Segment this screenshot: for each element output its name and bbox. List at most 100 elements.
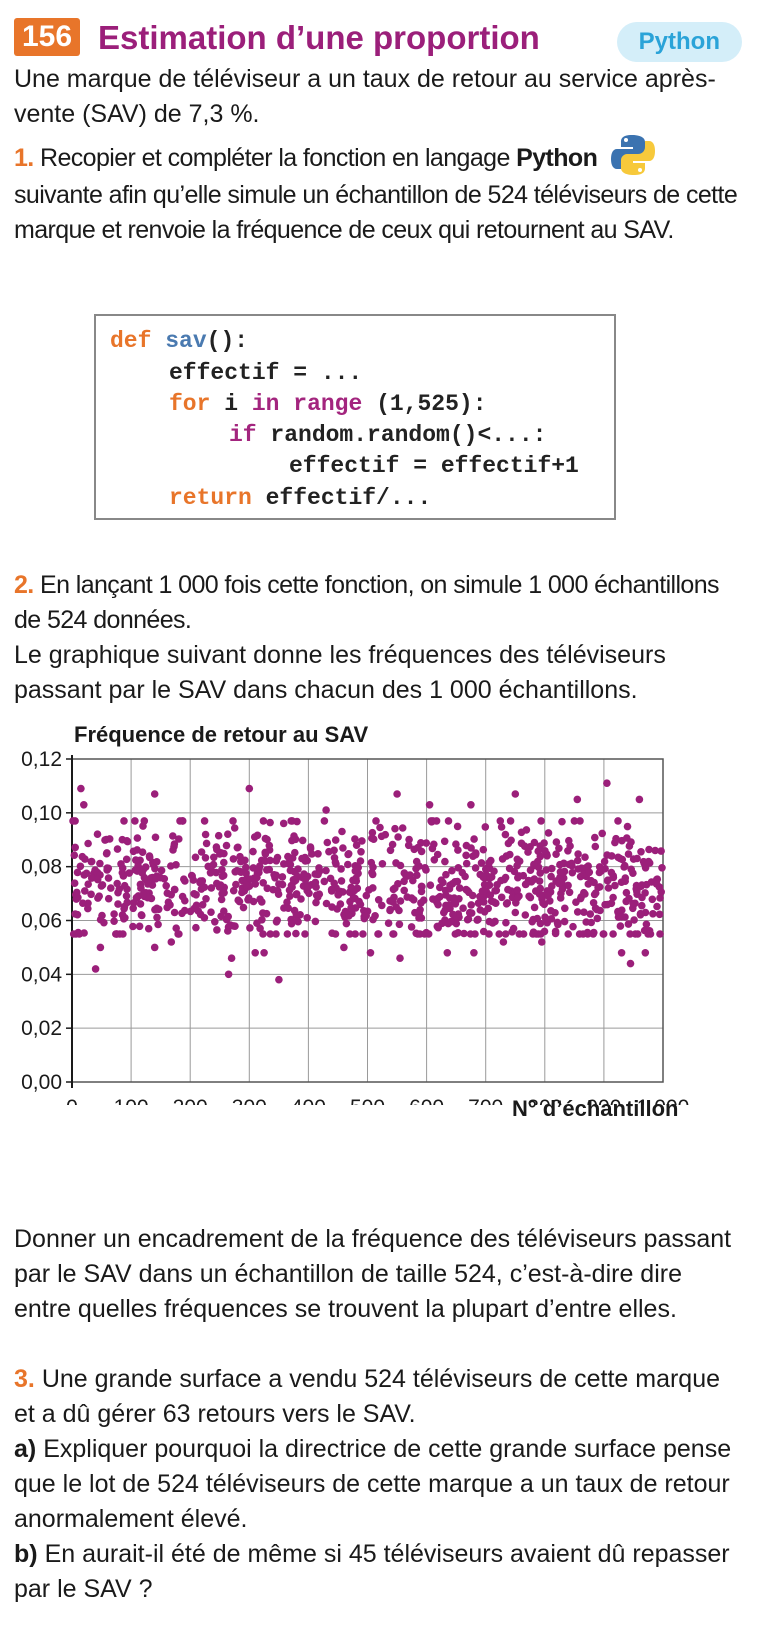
data-point xyxy=(328,929,336,937)
data-point xyxy=(259,930,267,938)
data-point xyxy=(573,908,582,916)
data-point xyxy=(153,913,161,922)
question-2-text-2: Le graphique suivant donne les fréquence… xyxy=(14,641,666,704)
data-point xyxy=(459,904,467,912)
data-point xyxy=(476,906,485,914)
data-point xyxy=(351,835,359,843)
data-point xyxy=(446,918,455,926)
data-point xyxy=(322,866,330,875)
data-point xyxy=(655,910,664,919)
data-point xyxy=(547,915,556,923)
data-point xyxy=(91,965,100,973)
data-point xyxy=(298,854,306,863)
data-point xyxy=(441,906,450,914)
data-point xyxy=(532,887,540,895)
data-point xyxy=(462,859,471,868)
data-point xyxy=(250,833,259,841)
data-point xyxy=(70,879,79,887)
data-point xyxy=(229,886,238,895)
data-point xyxy=(395,920,404,929)
data-point xyxy=(426,881,435,889)
data-point xyxy=(180,875,188,883)
data-point xyxy=(484,904,493,913)
data-point xyxy=(352,874,360,883)
y-tick-label: 0,06 xyxy=(21,910,62,933)
data-point xyxy=(652,880,661,888)
data-point xyxy=(642,920,651,929)
data-point xyxy=(467,901,476,909)
data-point xyxy=(479,873,488,881)
x-tick-label: 300 xyxy=(232,1096,267,1105)
data-point xyxy=(263,866,271,874)
data-point xyxy=(369,835,378,843)
data-point xyxy=(581,853,589,861)
data-point xyxy=(224,830,232,838)
data-point xyxy=(573,795,582,804)
data-point xyxy=(191,853,200,862)
data-point xyxy=(251,949,259,957)
data-point xyxy=(378,901,386,910)
data-point xyxy=(214,831,223,840)
data-point xyxy=(513,886,521,894)
data-point xyxy=(614,817,622,825)
data-point xyxy=(482,864,490,873)
data-point xyxy=(384,919,393,927)
data-point xyxy=(454,910,463,918)
data-point xyxy=(637,848,645,856)
data-point xyxy=(334,891,342,899)
python-logo-icon xyxy=(610,135,655,175)
data-point xyxy=(359,930,367,938)
question-3: 3. Une grande surface a vendu 524 télévi… xyxy=(14,1362,744,1607)
data-point xyxy=(315,890,324,898)
data-point xyxy=(312,898,320,907)
data-point xyxy=(589,930,597,938)
data-point xyxy=(441,886,450,895)
data-point xyxy=(344,860,352,869)
data-point xyxy=(645,859,654,867)
data-point xyxy=(409,876,417,885)
data-point xyxy=(297,895,305,903)
data-point xyxy=(587,876,595,885)
exercise-title: Estimation d’une proportion xyxy=(98,19,540,56)
data-point xyxy=(96,859,104,868)
data-point xyxy=(433,850,442,859)
data-point xyxy=(376,823,384,832)
data-point xyxy=(497,893,506,902)
data-point xyxy=(217,895,226,904)
data-point xyxy=(591,833,599,842)
data-point xyxy=(649,910,657,918)
data-point xyxy=(626,959,635,968)
question-3b-text: En aurait-il été de même si 45 téléviseu… xyxy=(14,1540,730,1603)
data-point xyxy=(151,833,160,842)
data-point xyxy=(599,930,608,938)
data-point xyxy=(470,835,478,843)
data-point xyxy=(101,836,109,844)
data-point xyxy=(388,840,397,849)
data-point xyxy=(569,922,577,931)
data-point xyxy=(425,801,434,809)
x-tick-label: 700 xyxy=(468,1096,503,1105)
data-point xyxy=(326,874,335,883)
y-tick-label: 0,00 xyxy=(21,1071,62,1094)
data-point xyxy=(520,842,529,850)
data-point xyxy=(202,839,211,848)
data-point xyxy=(530,860,538,869)
data-point xyxy=(290,832,298,840)
data-point xyxy=(283,930,292,938)
data-point xyxy=(301,930,309,938)
data-point xyxy=(496,817,505,825)
data-point xyxy=(544,829,553,837)
data-point xyxy=(607,868,616,877)
data-point xyxy=(136,900,145,908)
question-3-number: 3. xyxy=(14,1365,35,1393)
data-point xyxy=(292,929,300,938)
data-point xyxy=(389,930,398,938)
data-point xyxy=(405,835,413,844)
data-point xyxy=(273,886,282,895)
data-point xyxy=(565,888,574,897)
y-tick-label: 0,08 xyxy=(21,856,62,879)
data-point xyxy=(137,911,146,919)
data-point xyxy=(192,923,200,932)
data-point xyxy=(272,857,281,865)
